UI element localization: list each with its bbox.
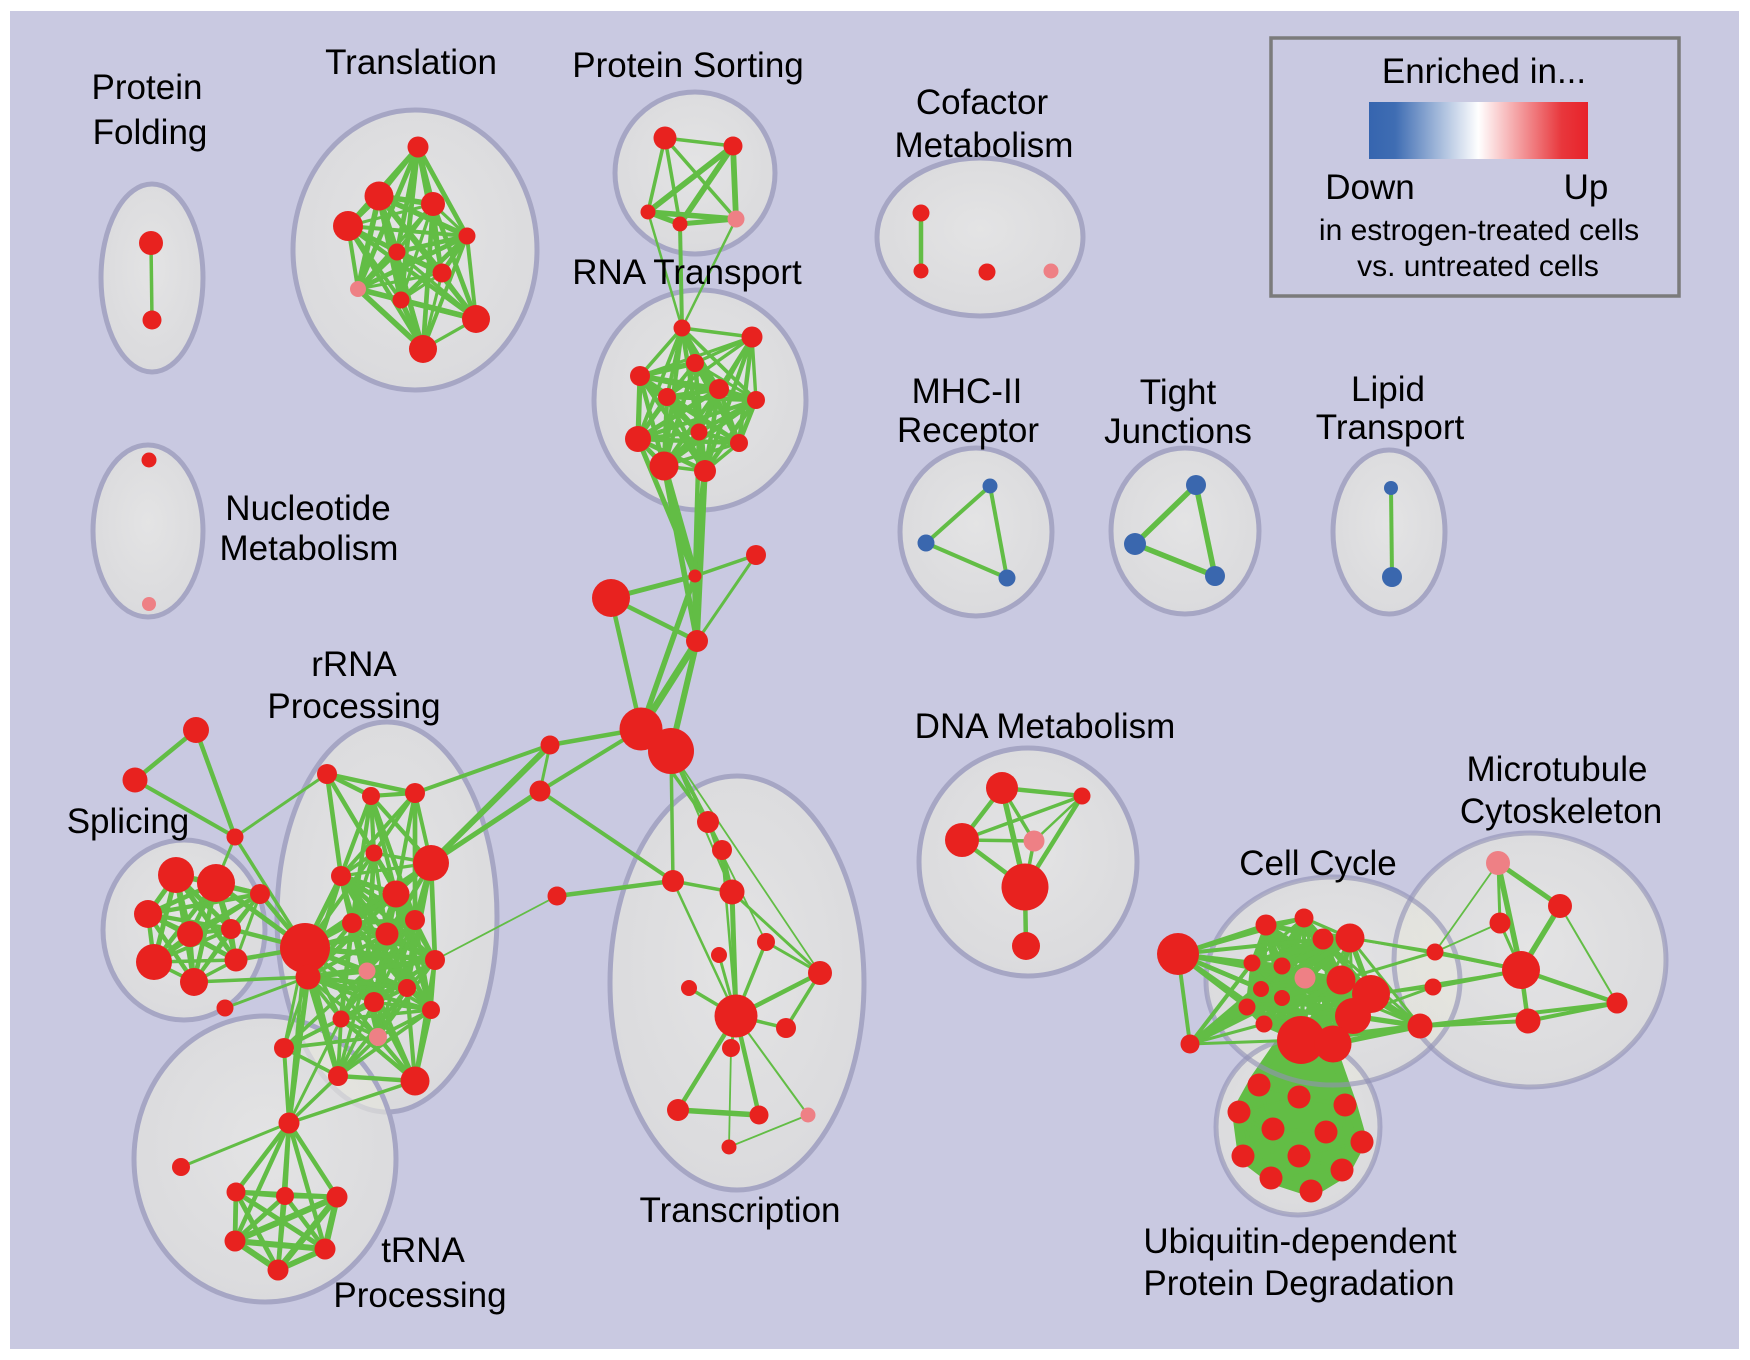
svg-text:Processing: Processing (333, 1276, 506, 1315)
svg-text:Microtubule: Microtubule (1467, 750, 1648, 789)
svg-text:rRNA: rRNA (311, 645, 397, 684)
svg-text:MHC-II: MHC-II (912, 372, 1023, 411)
svg-text:Cell Cycle: Cell Cycle (1239, 844, 1397, 883)
svg-text:Nucleotide: Nucleotide (225, 489, 390, 528)
svg-text:Lipid: Lipid (1351, 370, 1425, 409)
svg-text:Translation: Translation (325, 43, 497, 82)
svg-text:Transport: Transport (1316, 408, 1465, 447)
svg-text:Splicing: Splicing (67, 802, 190, 841)
svg-text:Down: Down (1325, 168, 1414, 207)
svg-text:vs. untreated cells: vs. untreated cells (1357, 250, 1599, 283)
svg-text:Protein: Protein (92, 68, 203, 107)
svg-text:Transcription: Transcription (640, 1191, 841, 1230)
svg-text:Cofactor: Cofactor (916, 83, 1049, 122)
svg-text:Tight: Tight (1140, 373, 1217, 412)
svg-text:tRNA: tRNA (381, 1231, 465, 1270)
svg-text:Ubiquitin-dependent: Ubiquitin-dependent (1143, 1222, 1457, 1261)
svg-text:Metabolism: Metabolism (220, 529, 399, 568)
svg-text:Metabolism: Metabolism (895, 126, 1074, 165)
svg-text:DNA Metabolism: DNA Metabolism (915, 707, 1176, 746)
svg-text:RNA Transport: RNA Transport (572, 253, 802, 292)
svg-text:Processing: Processing (267, 687, 440, 726)
svg-text:Junctions: Junctions (1104, 412, 1252, 451)
svg-text:Protein Degradation: Protein Degradation (1143, 1264, 1454, 1303)
svg-text:Protein Sorting: Protein Sorting (572, 46, 804, 85)
svg-text:Cytoskeleton: Cytoskeleton (1460, 792, 1662, 831)
svg-text:Folding: Folding (93, 113, 208, 152)
svg-text:Receptor: Receptor (897, 411, 1039, 450)
svg-text:in estrogen-treated cells: in estrogen-treated cells (1319, 214, 1639, 247)
svg-text:Enriched in...: Enriched in... (1382, 52, 1586, 91)
svg-text:Up: Up (1564, 168, 1609, 207)
